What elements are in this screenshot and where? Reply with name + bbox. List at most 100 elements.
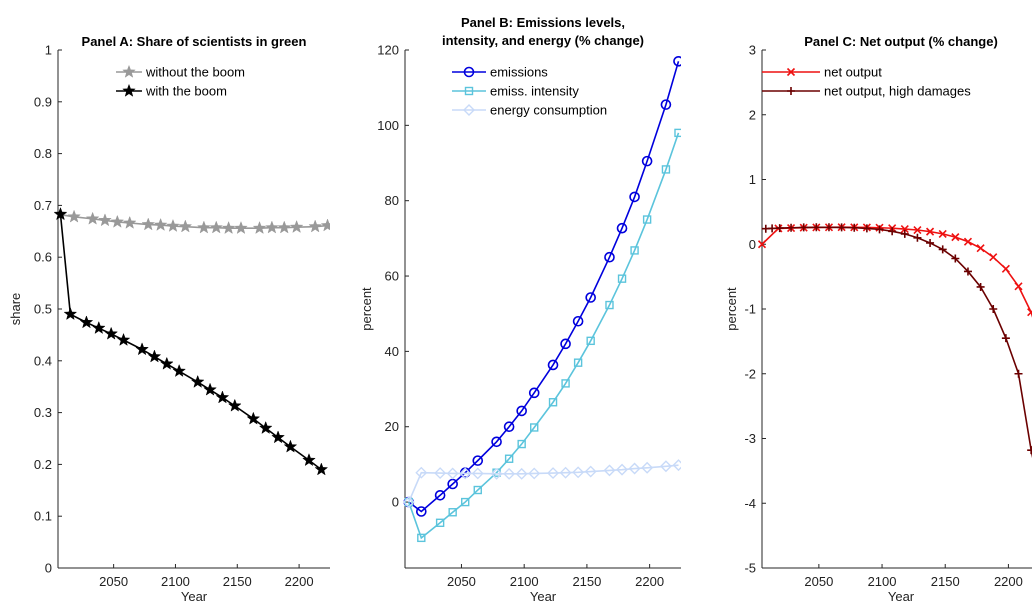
legend-marker [122,64,136,78]
y-tick-label: 120 [377,43,399,58]
data-point [277,220,292,234]
series-emissions [403,56,681,517]
data-point [963,237,973,246]
y-tick-label: 0.8 [34,146,52,161]
x-tick-label: 2150 [931,574,960,589]
data-point [265,220,279,234]
x-tick-label: 2200 [285,574,314,589]
series-line [408,61,680,513]
data-point [528,387,540,399]
legend-marker [463,66,475,78]
data-point [560,338,571,350]
data-point [227,398,242,412]
data-point [447,478,458,490]
data-point [490,467,503,480]
data-point [79,315,94,329]
data-point [435,518,445,527]
data-point [661,165,671,174]
data-point [110,214,125,228]
data-point [787,223,796,232]
data-point [172,363,187,378]
data-point [434,467,447,480]
data-point [53,206,68,221]
data-point [561,379,570,388]
series-with-the-boom [53,206,329,476]
legend-entry: net output, high damages [762,84,971,99]
data-point [641,461,654,474]
y-tick-label: 0 [392,495,399,510]
data-point [875,225,884,234]
data-point [104,326,119,340]
data-point [85,211,100,225]
data-point [628,462,641,475]
data-point [585,292,596,303]
data-point [271,430,285,444]
data-point [190,374,205,388]
y-tick-label: 0.7 [34,198,52,213]
data-point [951,254,960,263]
data-point [775,224,784,233]
legend-entry: without the boom [116,65,245,80]
panel-title: intensity, and energy (% change) [442,33,644,48]
panel-a: Panel A: Share of scientists in green 0 0.… [8,34,330,604]
y-axis-label: percent [359,287,374,331]
legend-entry: energy consumption [452,103,607,118]
data-point [516,405,527,417]
series-energy-consumption [402,459,681,509]
data-point [673,56,681,67]
data-point [415,466,428,479]
data-point [989,305,998,313]
data-point [471,467,484,480]
data-point [302,453,316,467]
data-point [528,467,541,480]
data-point [768,224,777,233]
data-point [559,466,572,479]
data-point [246,411,261,425]
panel-b: Panel B: Emissions levels, intensity, and… [359,15,681,604]
data-point [215,390,230,404]
data-point [617,274,627,283]
data-point [473,485,482,495]
legend-entry: with the boom [116,84,227,99]
data-point [63,306,78,321]
data-point [1014,369,1023,378]
data-point [98,213,112,227]
y-tick-label: -2 [744,366,756,381]
data-point [147,349,162,363]
data-point [203,382,217,396]
data-point [503,467,516,480]
x-tick-label: 2050 [447,574,476,589]
data-point [547,359,559,371]
data-point [976,282,985,291]
y-tick-label: 60 [385,269,399,284]
legend-entry: net output [762,65,882,80]
data-point [461,497,470,507]
legend-entry: emissions [452,65,548,80]
y-tick-label: 0.3 [34,405,52,420]
data-point [517,439,526,449]
y-tick-label: -4 [744,496,756,511]
series-net-output-high-damages [761,223,1032,459]
data-point [938,245,947,254]
data-point [448,508,457,517]
data-point [586,336,595,346]
y-axis-label: percent [724,287,739,331]
data-point [674,128,681,138]
data-point [252,220,267,235]
data-point [503,421,515,433]
data-point [472,455,484,466]
legend-label: emissions [490,65,548,80]
data-point [757,240,767,249]
data-point [1001,334,1010,343]
data-point [900,224,909,234]
data-point [1001,264,1010,273]
data-point [141,217,156,231]
y-tick-label: 0 [45,561,52,576]
data-point [660,99,672,110]
y-tick-label: 80 [385,193,399,208]
legend-marker [122,83,136,97]
y-tick-label: -5 [744,561,756,576]
data-point [547,467,560,480]
data-point [197,220,211,234]
data-point [573,358,583,367]
